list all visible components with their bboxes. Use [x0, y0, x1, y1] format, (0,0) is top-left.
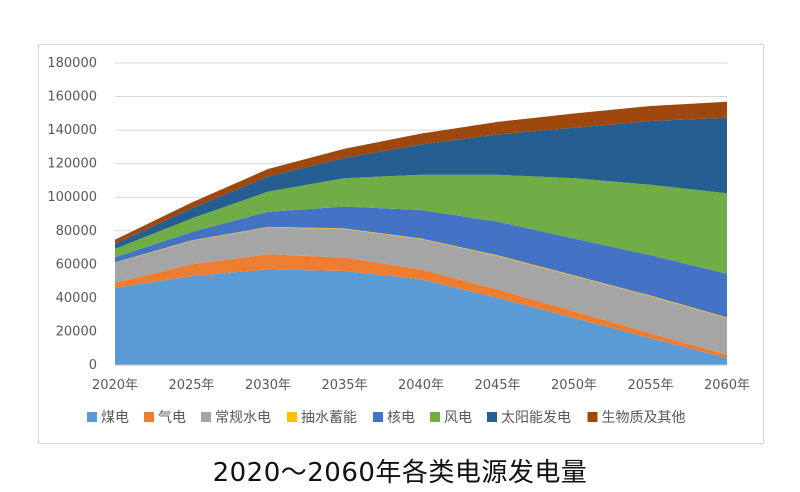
legend-label: 风电 — [444, 410, 472, 426]
area-series-8 — [115, 101, 727, 244]
x-tick-label: 2020年 — [92, 378, 138, 393]
y-tick-label: 120000 — [47, 157, 97, 172]
x-tick-label: 2040年 — [398, 378, 444, 393]
x-tick-label: 2025年 — [168, 378, 214, 393]
chart-frame: 0 20000 40000 60000 80000 100000 120000 140000 1… — [38, 44, 764, 444]
stacked-area-chart: 0 20000 40000 60000 80000 100000 120000 140000 1… — [47, 56, 750, 426]
legend-swatch — [201, 412, 211, 422]
y-tick-label: 40000 — [56, 291, 97, 306]
y-tick-label: 180000 — [47, 56, 97, 71]
legend-swatch — [587, 412, 598, 422]
legend-label: 抽水蓄能 — [301, 410, 357, 426]
x-tick-label: 2055年 — [627, 378, 673, 393]
y-tick-label: 20000 — [56, 324, 97, 339]
y-tick-label: 100000 — [47, 190, 97, 205]
area-series-5 — [115, 206, 727, 318]
area-series-6 — [115, 174, 727, 274]
x-tick-label: 2060年 — [704, 378, 750, 393]
area-series-1 — [115, 269, 727, 365]
x-tick-label: 2045年 — [474, 378, 520, 393]
y-tick-label: 80000 — [56, 224, 97, 239]
legend-swatch — [430, 412, 440, 422]
y-tick-label: 140000 — [47, 123, 97, 138]
y-tick-label: 160000 — [47, 90, 97, 105]
x-tick-label: 2030年 — [245, 378, 291, 393]
area-series-7 — [115, 117, 727, 249]
area-series-3 — [115, 227, 727, 355]
legend-label: 常规水电 — [215, 410, 271, 426]
legend-label: 生物质及其他 — [602, 410, 686, 426]
x-tick-label: 2050年 — [551, 378, 597, 393]
chart-caption: 2020～2060年各类电源发电量 — [212, 458, 588, 488]
legend-swatch — [373, 412, 383, 422]
legend-swatch — [287, 412, 297, 422]
legend-swatch — [87, 412, 97, 422]
legend-swatch — [487, 412, 497, 422]
legend-label: 气电 — [158, 410, 186, 426]
legend-label: 煤电 — [101, 410, 129, 426]
legend-label: 太阳能发电 — [501, 410, 571, 426]
y-tick-label: 0 — [89, 358, 97, 373]
legend-swatch — [144, 412, 154, 422]
legend-label: 核电 — [387, 410, 415, 426]
x-tick-label: 2035年 — [321, 378, 367, 393]
y-tick-label: 60000 — [56, 257, 97, 272]
area-series-2 — [115, 254, 727, 359]
